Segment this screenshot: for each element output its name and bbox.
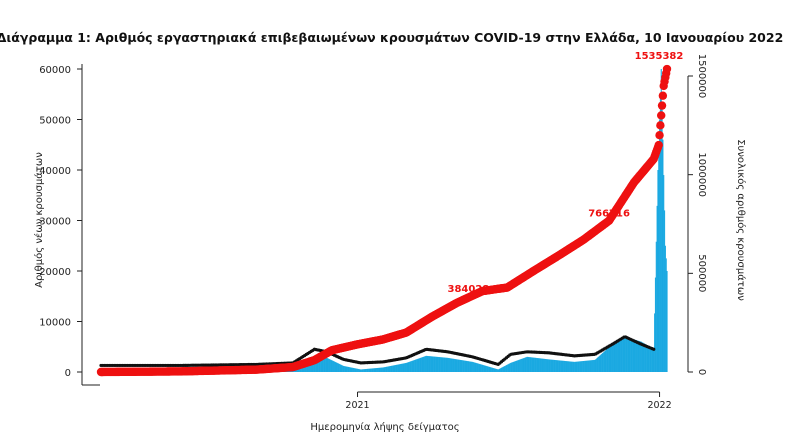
annotations: 384028 766716 1535382	[448, 51, 684, 295]
y-right-tick-label: 0	[696, 369, 707, 375]
x-tick-label: 2021	[345, 400, 369, 411]
cumulative-point	[655, 141, 663, 149]
daily-cases-bars	[101, 69, 667, 372]
value-annotation: 1535382	[635, 51, 684, 62]
cumulative-point	[659, 92, 667, 100]
cumulative-point	[663, 65, 671, 73]
daily-average-point	[652, 348, 655, 351]
y-right-tick-label: 1000000	[696, 152, 707, 197]
cumulative-point	[655, 131, 663, 139]
y-left-tick-label: 10000	[39, 318, 71, 329]
cumulative-point	[656, 121, 664, 129]
value-annotation: 766716	[588, 209, 630, 220]
value-annotation: 384028	[448, 284, 490, 295]
x-tick-label: 2022	[647, 400, 671, 411]
y-axis-left-label: Αριθμός νέων κρουσμάτων	[33, 152, 45, 288]
chart-title: Διάγραμμα 1: Αριθμός εργαστηριακά επιβεβ…	[0, 30, 783, 45]
y-left-tick-label: 60000	[39, 65, 71, 76]
cumulative-point	[658, 101, 666, 109]
x-axis-label: Ημερομηνία λήψης δείγματος	[310, 421, 459, 433]
daily-cases-bar	[667, 271, 668, 372]
y-left-tick-label: 0	[65, 368, 71, 379]
cumulative-point	[657, 111, 665, 119]
y-right-tick-label: 500000	[696, 254, 707, 292]
y-left-tick-label: 50000	[39, 116, 71, 127]
cumulative-points	[97, 65, 671, 376]
y-axis-right-label: Συνολικός αριθμός κρουσμάτων	[735, 139, 747, 301]
y-right-tick-label: 1500000	[696, 54, 707, 99]
